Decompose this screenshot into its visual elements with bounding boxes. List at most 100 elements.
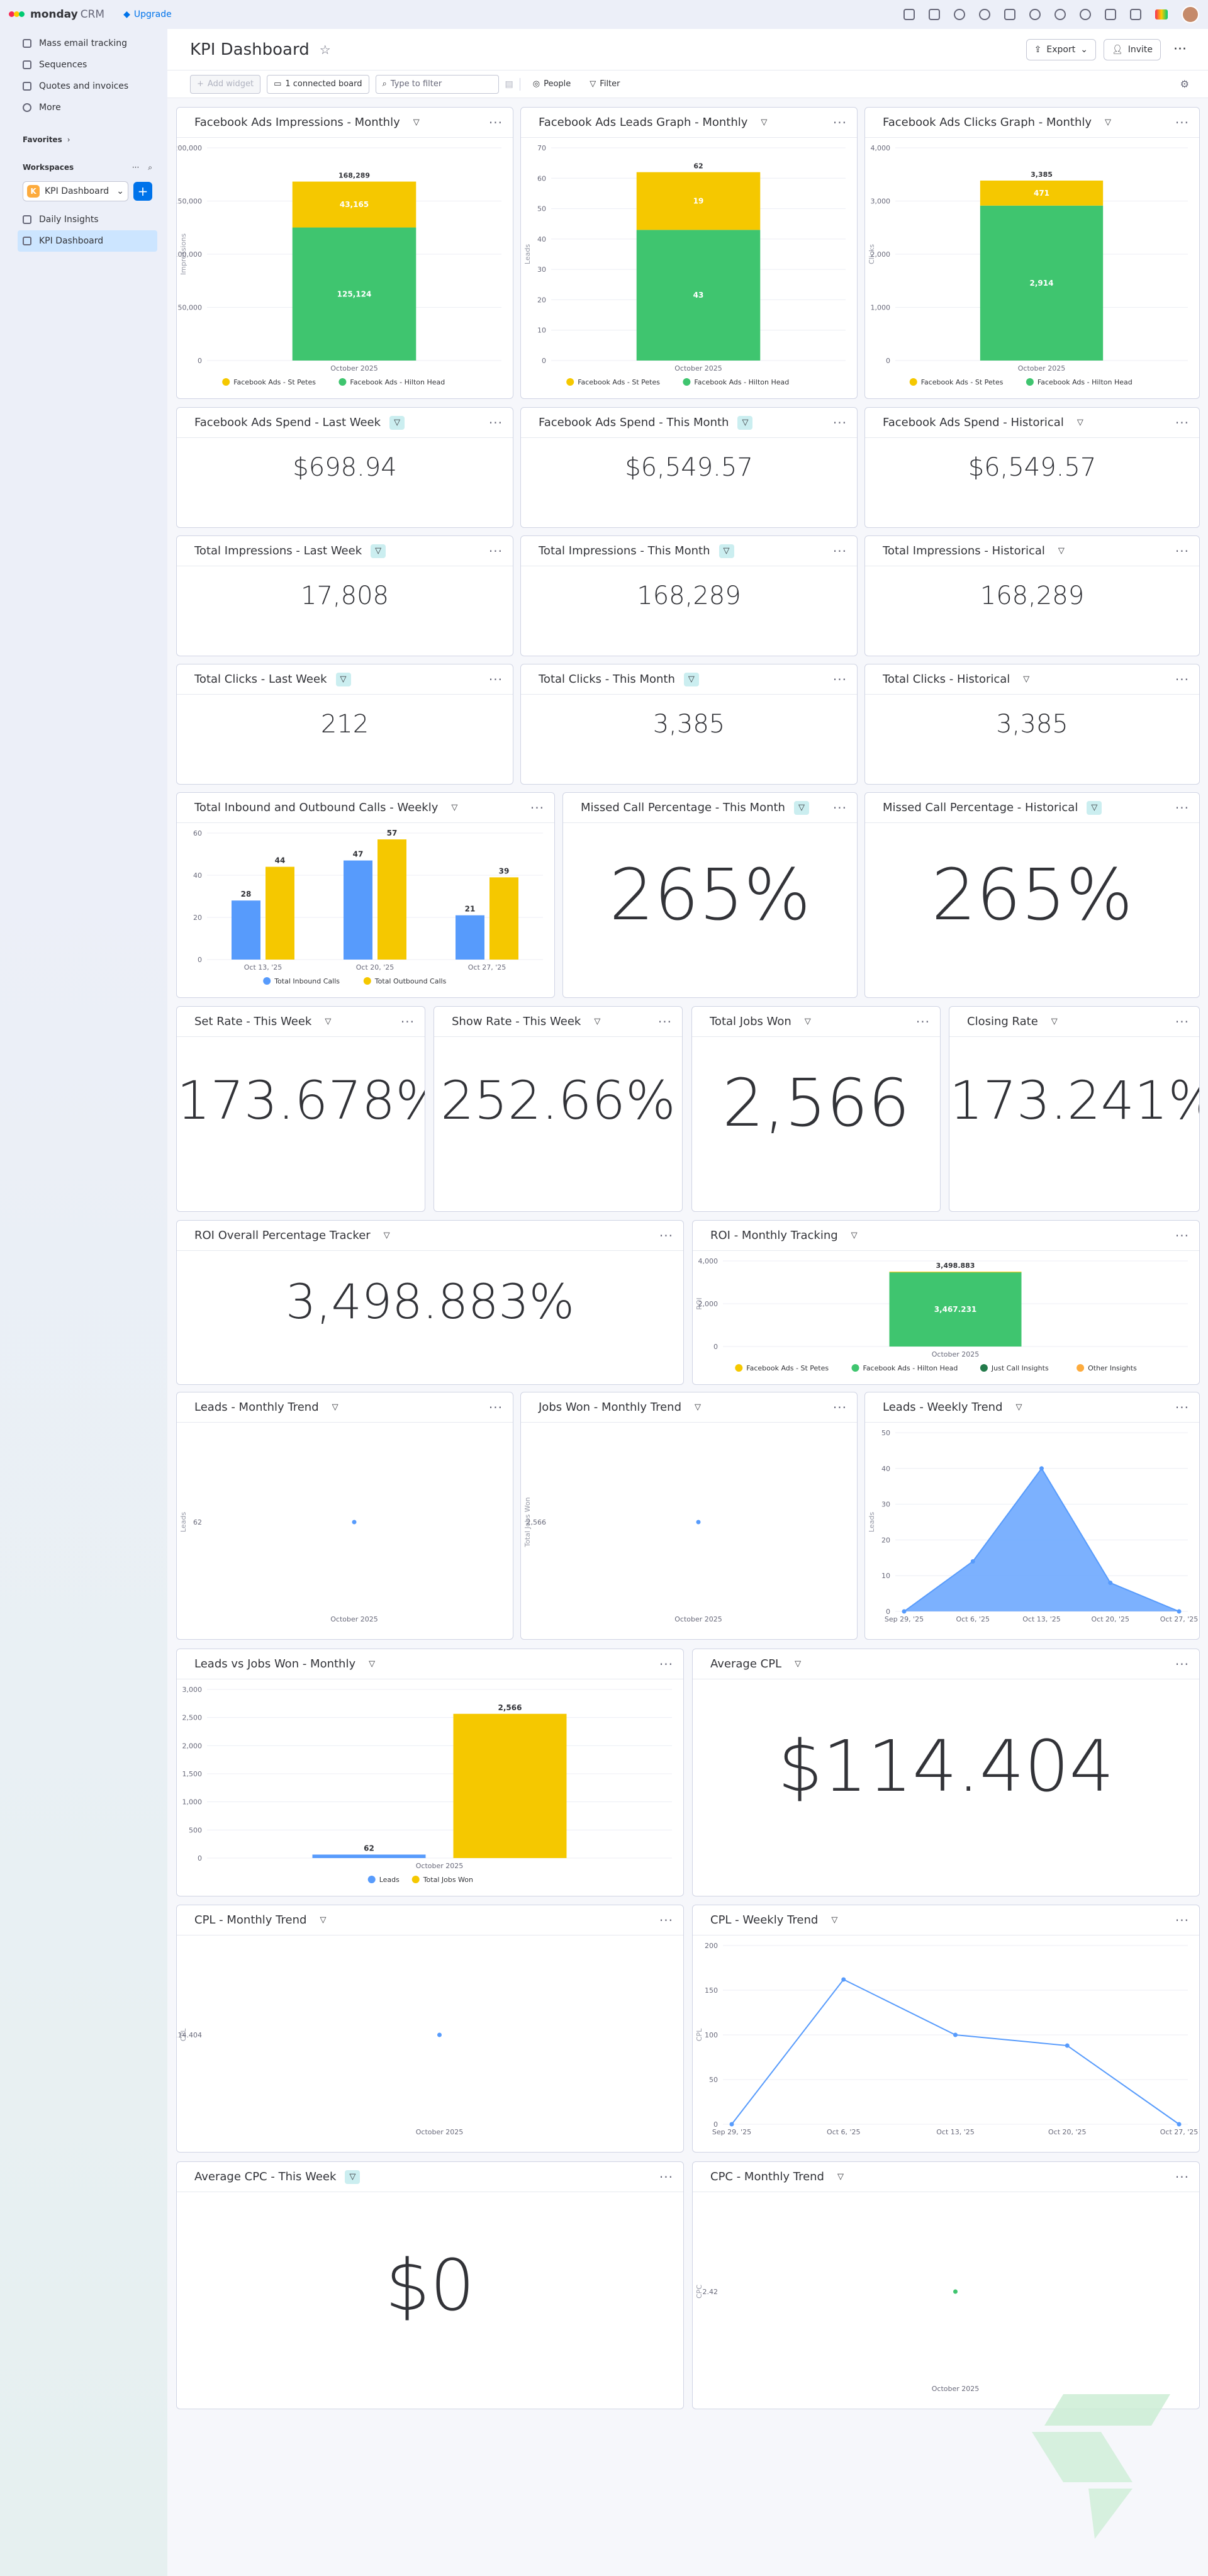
- app-logo[interactable]: monday CRM: [9, 8, 104, 21]
- more-options-icon[interactable]: ···: [1175, 1228, 1189, 1243]
- filter-icon[interactable]: ▽: [345, 2170, 361, 2184]
- filter-icon[interactable]: ▽: [451, 803, 458, 812]
- more-options-icon[interactable]: ···: [657, 1014, 672, 1029]
- filter-icon[interactable]: ▽: [793, 800, 809, 815]
- search-icon[interactable]: ⌕: [148, 162, 152, 172]
- integrations-icon[interactable]: [1004, 9, 1015, 20]
- filter-icon[interactable]: ▽: [369, 1659, 376, 1669]
- filter-options-icon[interactable]: ▤: [505, 79, 513, 89]
- more-options-icon[interactable]: ···: [832, 543, 847, 559]
- filter-icon[interactable]: ▽: [1015, 1403, 1022, 1412]
- more-options-icon[interactable]: ···: [659, 2169, 673, 2185]
- help-icon[interactable]: [1080, 9, 1091, 20]
- y-tick-label: 114.404: [177, 2031, 202, 2039]
- more-options-icon[interactable]: ···: [1175, 671, 1189, 687]
- invite-members-icon[interactable]: [954, 9, 965, 20]
- app-grid-icon[interactable]: [1130, 9, 1141, 20]
- more-options-icon[interactable]: ···: [1175, 800, 1189, 815]
- inbox-icon[interactable]: [929, 9, 940, 20]
- more-options-icon[interactable]: ···: [659, 1228, 673, 1243]
- workspace-selector[interactable]: K KPI Dashboard ⌄: [23, 181, 128, 201]
- sidebar-item-mass-email[interactable]: Mass email tracking: [0, 33, 167, 54]
- sidebar-item-daily-insights[interactable]: Daily Insights: [0, 209, 167, 230]
- user-avatar[interactable]: [1182, 6, 1199, 23]
- more-options-icon[interactable]: ···: [832, 115, 847, 130]
- more-options-icon[interactable]: ···: [488, 1399, 503, 1415]
- sidebar-item-more[interactable]: More: [0, 97, 167, 118]
- filter-icon[interactable]: ▽: [804, 1017, 811, 1026]
- filter-icon[interactable]: ▽: [325, 1017, 332, 1026]
- filter-icon[interactable]: ▽: [1087, 800, 1102, 815]
- more-options-icon[interactable]: ···: [1175, 1912, 1189, 1928]
- invite-button[interactable]: 👤︎ Invite: [1103, 38, 1161, 60]
- more-options-icon[interactable]: ···: [488, 671, 503, 687]
- more-options-icon[interactable]: ···: [659, 1912, 673, 1928]
- filter-icon[interactable]: ▽: [695, 1403, 702, 1412]
- more-options-icon[interactable]: ···: [1175, 115, 1189, 130]
- favorites-heart-icon[interactable]: [1105, 9, 1116, 20]
- filter-icon[interactable]: ▽: [335, 672, 351, 686]
- filter-icon[interactable]: ▽: [389, 415, 405, 430]
- filter-icon[interactable]: ▽: [683, 672, 699, 686]
- favorites-section[interactable]: Favorites ›: [0, 132, 167, 147]
- filter-icon[interactable]: ▽: [1077, 418, 1083, 427]
- sidebar-item-sequences[interactable]: Sequences: [0, 54, 167, 76]
- sidebar-item-quotes[interactable]: Quotes and invoices: [0, 76, 167, 97]
- filter-button[interactable]: ▽ Filter: [583, 75, 626, 94]
- data-point: [953, 2289, 958, 2294]
- product-switcher-icon[interactable]: [1155, 9, 1168, 20]
- widget-title: Total Jobs Won: [710, 1015, 791, 1028]
- more-options-icon[interactable]: ···: [659, 1656, 673, 1672]
- more-options-icon[interactable]: ···: [1173, 42, 1187, 57]
- more-options-icon[interactable]: ···: [1175, 543, 1189, 559]
- upgrade-link[interactable]: ◆ Upgrade: [123, 9, 172, 20]
- metric-value: 17,808: [301, 581, 389, 610]
- more-options-icon[interactable]: ···: [1175, 1014, 1189, 1029]
- search-icon[interactable]: [1054, 9, 1066, 20]
- more-options-icon[interactable]: ···: [488, 415, 503, 430]
- more-options-icon[interactable]: ···: [832, 415, 847, 430]
- add-item-button[interactable]: +: [133, 182, 152, 201]
- filter-icon[interactable]: ▽: [332, 1403, 338, 1412]
- settings-icon[interactable]: [1029, 9, 1041, 20]
- more-options-icon[interactable]: ···: [1175, 1656, 1189, 1672]
- more-options-icon[interactable]: ···: [832, 1399, 847, 1415]
- more-options-icon[interactable]: ···: [1175, 415, 1189, 430]
- more-options-icon[interactable]: ···: [400, 1014, 415, 1029]
- sidebar-item-kpi-dashboard[interactable]: KPI Dashboard: [18, 230, 157, 252]
- filter-icon[interactable]: ▽: [719, 544, 734, 558]
- filter-icon[interactable]: ▽: [1058, 546, 1065, 556]
- apps-icon[interactable]: [979, 9, 990, 20]
- notifications-icon[interactable]: [903, 9, 915, 20]
- more-options-icon[interactable]: ···: [530, 800, 544, 815]
- more-options-icon[interactable]: ···: [1175, 1399, 1189, 1415]
- people-filter-button[interactable]: ◎ People: [527, 75, 578, 94]
- filter-icon[interactable]: ▽: [371, 544, 386, 558]
- filter-icon[interactable]: ▽: [1105, 118, 1112, 127]
- filter-icon[interactable]: ▽: [795, 1659, 802, 1669]
- more-options-icon[interactable]: ···: [488, 543, 503, 559]
- filter-icon[interactable]: ▽: [413, 118, 420, 127]
- filter-search-input[interactable]: ⌕ Type to filter: [375, 74, 499, 94]
- filter-icon[interactable]: ▽: [851, 1231, 858, 1240]
- filter-icon[interactable]: ▽: [1051, 1017, 1058, 1026]
- connected-boards-button[interactable]: ▭ 1 connected board: [267, 74, 369, 94]
- filter-icon[interactable]: ▽: [837, 2172, 844, 2181]
- filter-icon[interactable]: ▽: [1023, 675, 1030, 684]
- filter-icon[interactable]: ▽: [383, 1231, 390, 1240]
- filter-icon[interactable]: ▽: [761, 118, 768, 127]
- more-dots-icon[interactable]: ···: [131, 163, 140, 172]
- more-options-icon[interactable]: ···: [1175, 2169, 1189, 2185]
- filter-icon[interactable]: ▽: [594, 1017, 601, 1026]
- export-button[interactable]: ⇪ Export ⌄: [1026, 38, 1096, 60]
- more-options-icon[interactable]: ···: [488, 115, 503, 130]
- filter-icon[interactable]: ▽: [320, 1915, 327, 1925]
- filter-icon[interactable]: ▽: [737, 415, 753, 430]
- more-options-icon[interactable]: ···: [915, 1014, 930, 1029]
- more-options-icon[interactable]: ···: [832, 671, 847, 687]
- add-widget-button[interactable]: + Add widget: [190, 74, 261, 94]
- star-icon[interactable]: ☆: [319, 42, 331, 57]
- dashboard-settings-icon[interactable]: ⚙: [1180, 78, 1189, 90]
- filter-icon[interactable]: ▽: [831, 1915, 838, 1925]
- more-options-icon[interactable]: ···: [832, 800, 847, 815]
